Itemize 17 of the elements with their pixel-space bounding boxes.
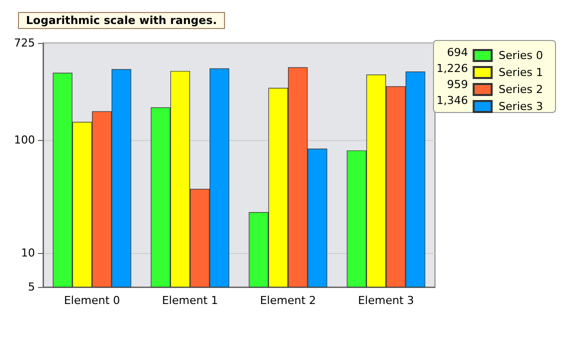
legend-label: Series 3 [498, 100, 544, 113]
text: 959 [447, 78, 468, 91]
text: 1,346 [436, 94, 468, 107]
y-tick-label: 10 [21, 246, 35, 260]
x-tick-label: Element 0 [64, 294, 120, 307]
text: 1,226 [436, 62, 468, 75]
legend-label: Series 1 [498, 66, 544, 79]
chart-title: Logarithmic scale with ranges. [26, 14, 217, 27]
x-tick-label: Element 1 [162, 294, 218, 307]
y-tick-label: 5 [28, 280, 35, 294]
x-tick-label: Element 3 [358, 294, 414, 307]
legend-label: Series 0 [498, 49, 544, 62]
legend-label: Series 2 [498, 83, 544, 96]
text: 694 [447, 46, 468, 59]
y-tick-label: 725 [14, 36, 35, 50]
x-tick-label: Element 2 [260, 294, 316, 307]
y-tick-label: 100 [14, 134, 35, 147]
